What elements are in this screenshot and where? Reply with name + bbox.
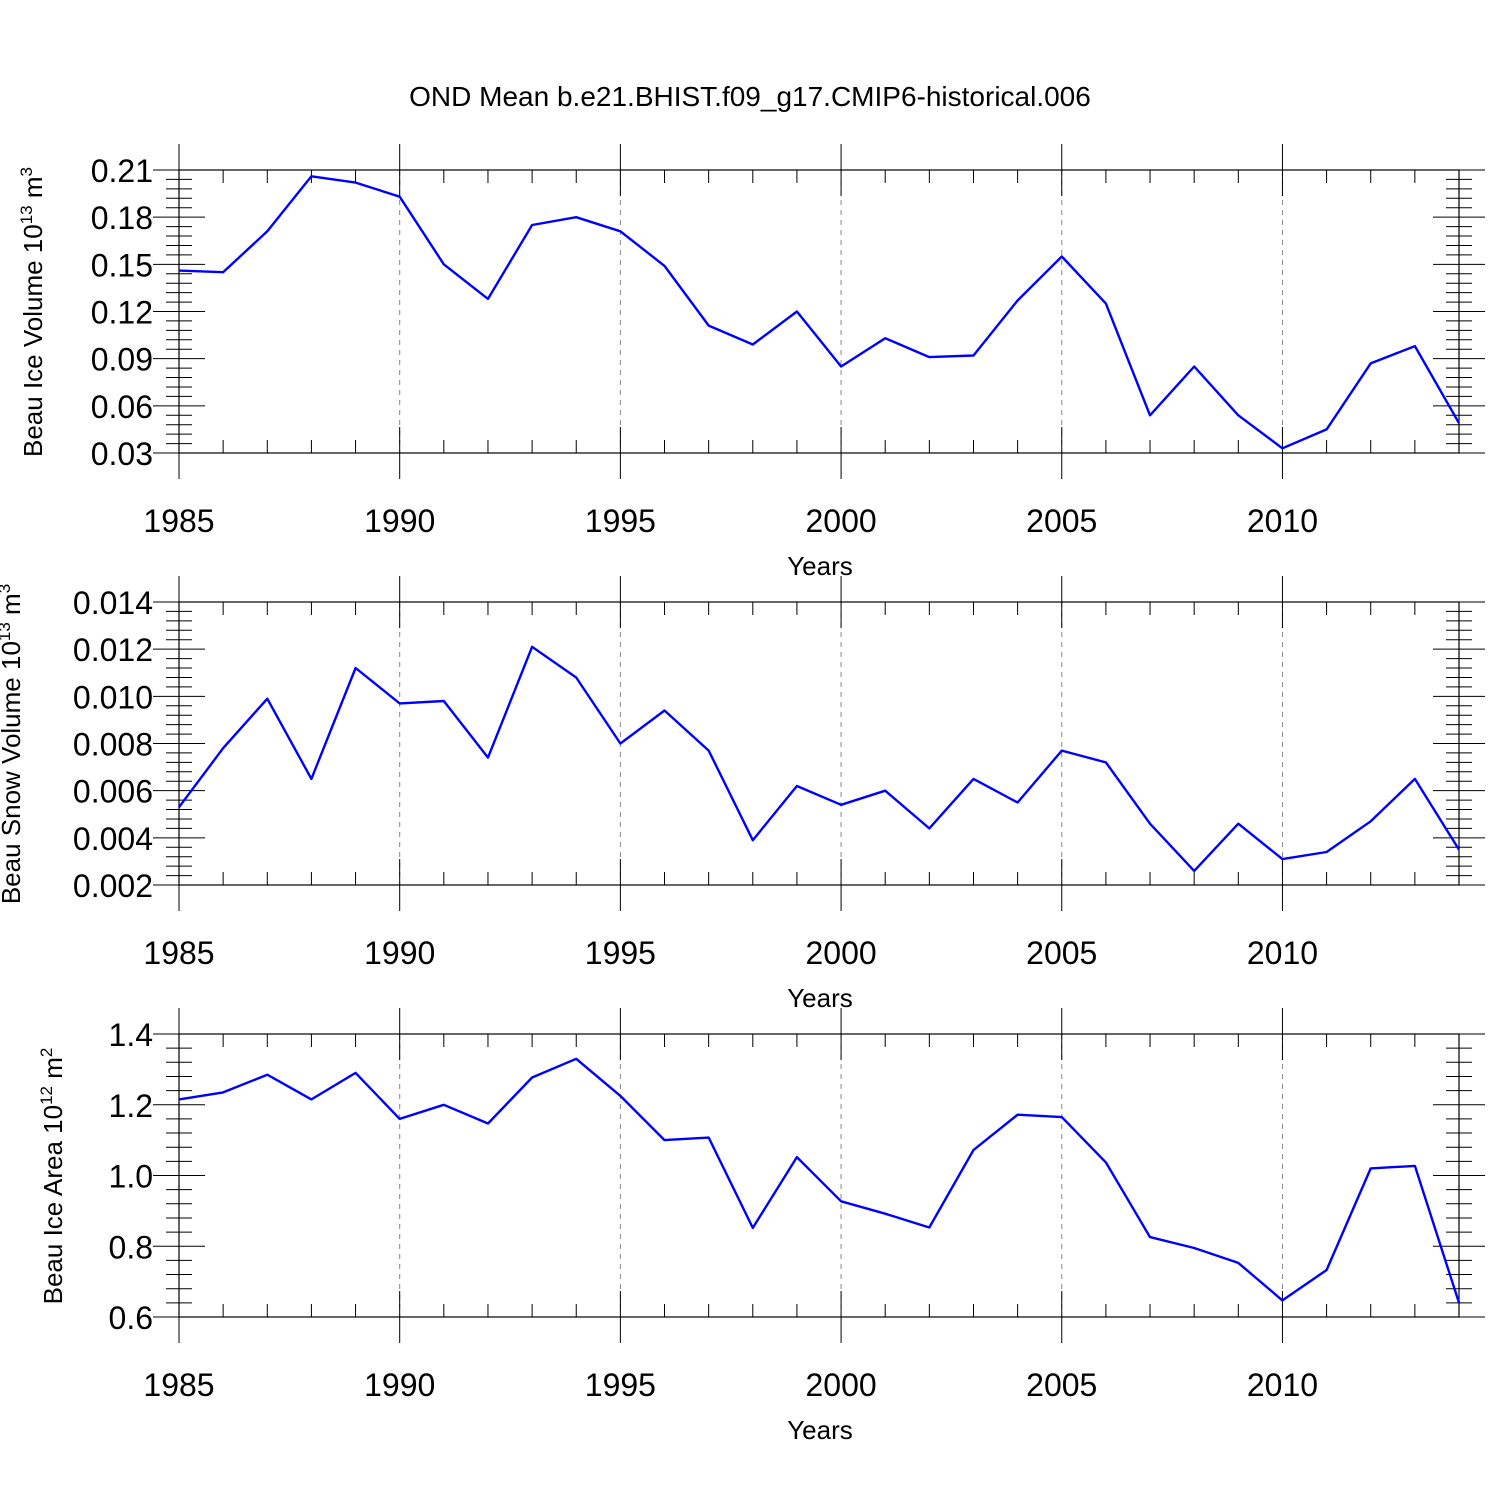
x-tick-label: 2005 <box>1026 1367 1097 1403</box>
y-axis-label: Beau Snow Volume 1013 m3 <box>0 584 26 904</box>
y-tick-label: 0.21 <box>91 153 153 189</box>
y-tick-label: 0.09 <box>91 342 153 378</box>
series-line-snow-volume <box>178 645 1461 873</box>
panel-ice-volume: Beau Ice Volume 1013 m3 Years 1985 1990 19… <box>17 144 1485 581</box>
x-tick-label: 2010 <box>1247 935 1318 971</box>
y-tick-label: 0.12 <box>91 295 153 331</box>
x-tick-label: 1985 <box>143 503 214 539</box>
y-axis-label-unit-exponent: 3 <box>17 167 36 176</box>
y-tick-label: 0.012 <box>73 632 153 668</box>
y-axis-label-main: Beau Snow Volume 10 <box>0 641 26 904</box>
y-tick-label: 1.2 <box>109 1088 153 1124</box>
x-tick-label: 2005 <box>1026 935 1097 971</box>
x-tick-label: 2010 <box>1247 1367 1318 1403</box>
figure-title: OND Mean b.e21.BHIST.f09_g17.CMIP6-histo… <box>409 81 1091 112</box>
y-axis-label-exponent: 13 <box>0 622 14 641</box>
series-line-ice-volume <box>178 175 1461 450</box>
x-axis-label: Years <box>787 1415 853 1445</box>
y-tick-label: 0.06 <box>91 389 153 425</box>
x-tick-label: 2010 <box>1247 503 1318 539</box>
y-tick-label: 0.03 <box>91 436 153 472</box>
y-axis-label: Beau Ice Area 1012 m2 <box>37 1048 68 1305</box>
y-tick-label: 0.15 <box>91 247 153 283</box>
y-tick-label: 0.014 <box>73 585 153 621</box>
y-tick-label: 1.0 <box>109 1159 153 1195</box>
y-axis-label-main: Beau Ice Volume 10 <box>18 224 48 457</box>
x-tick-label: 1990 <box>364 503 435 539</box>
y-axis-label-exponent: 12 <box>37 1086 56 1105</box>
x-axis-label: Years <box>787 983 853 1013</box>
x-tick-label: 2000 <box>805 503 876 539</box>
x-tick-label: 1995 <box>585 1367 656 1403</box>
y-tick-label: 0.6 <box>109 1300 153 1336</box>
x-tick-label: 1985 <box>143 1367 214 1403</box>
x-tick-label: 1985 <box>143 935 214 971</box>
y-tick-label: 0.008 <box>73 727 153 763</box>
y-axis-label: Beau Ice Volume 1013 m3 <box>17 167 48 457</box>
y-tick-label: 1.4 <box>109 1017 153 1053</box>
x-tick-label: 1990 <box>364 1367 435 1403</box>
x-tick-label: 1995 <box>585 935 656 971</box>
x-tick-label: 1990 <box>364 935 435 971</box>
y-axis-label-exponent: 13 <box>17 205 36 224</box>
y-axis-label-main: Beau Ice Area 10 <box>38 1105 68 1304</box>
x-tick-label: 1995 <box>585 503 656 539</box>
panel-snow-volume: Beau Snow Volume 1013 m3 Years 1985 1990 1… <box>0 576 1485 1013</box>
x-tick-label: 2000 <box>805 1367 876 1403</box>
y-tick-label: 0.010 <box>73 679 153 715</box>
panel-ice-area: Beau Ice Area 1012 m2 Years 1985 1990 1995… <box>37 1008 1485 1445</box>
y-axis-label-unit: m <box>18 176 48 205</box>
plot-frame <box>178 601 1460 886</box>
y-axis-label-unit: m <box>0 593 26 622</box>
x-axis-label: Years <box>787 551 853 581</box>
x-tick-label: 2005 <box>1026 503 1097 539</box>
y-axis-label-unit-exponent: 3 <box>0 584 14 593</box>
y-tick-label: 0.8 <box>109 1229 153 1265</box>
y-axis-label-unit-exponent: 2 <box>37 1048 56 1057</box>
y-tick-label: 0.006 <box>73 774 153 810</box>
series-line-ice-area <box>178 1057 1461 1304</box>
plot-frame <box>178 1033 1460 1318</box>
y-axis-label-unit: m <box>38 1057 68 1086</box>
plot-frame <box>178 169 1460 454</box>
x-tick-label: 2000 <box>805 935 876 971</box>
y-tick-label: 0.002 <box>73 868 153 904</box>
y-tick-label: 0.18 <box>91 200 153 236</box>
y-tick-label: 0.004 <box>73 821 153 857</box>
